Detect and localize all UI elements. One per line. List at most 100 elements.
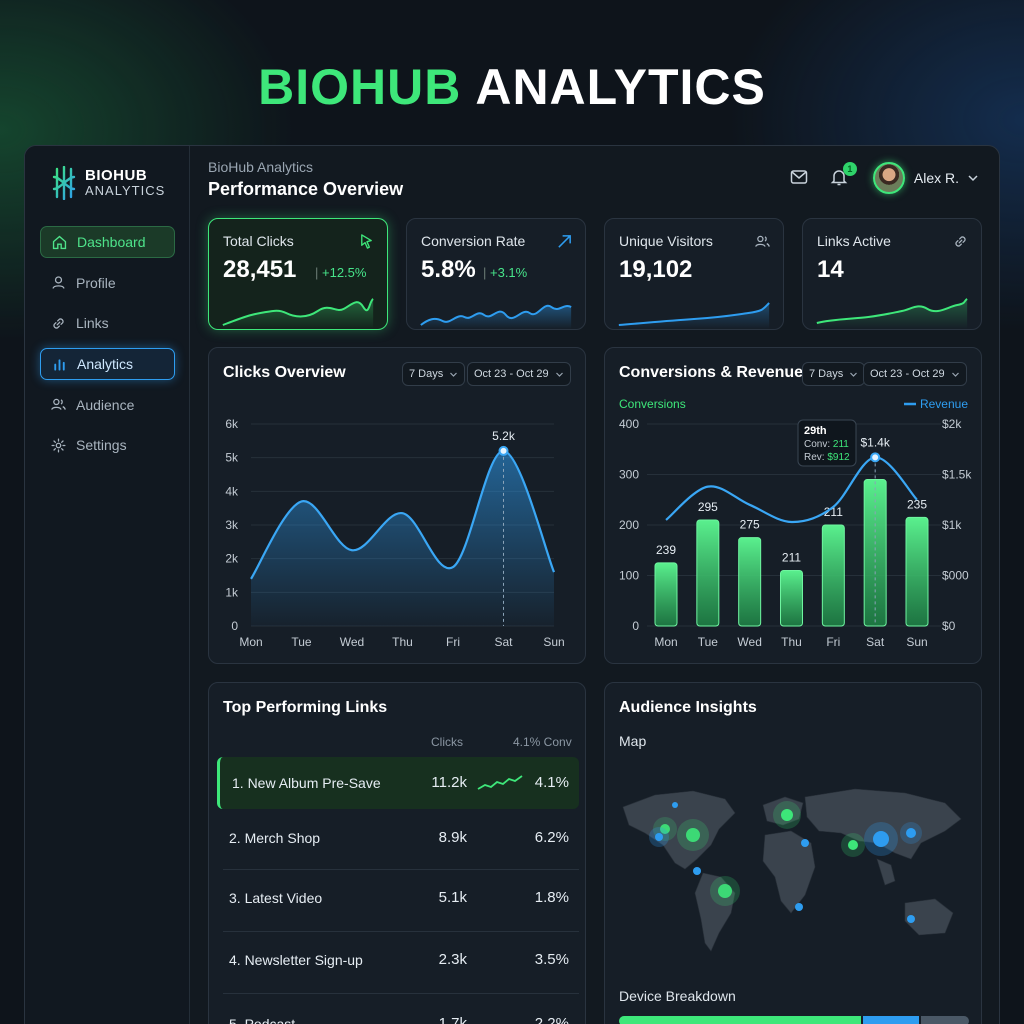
chevron-down-icon xyxy=(555,372,563,377)
table-row[interactable]: 4. Newsletter Sign-up 2.3k 3.5% xyxy=(217,934,579,986)
bar-label: 239 xyxy=(656,543,676,557)
sidebar-item-label: Dashboard xyxy=(77,234,146,250)
notifications-button[interactable]: 1 xyxy=(829,162,857,189)
audience-hotspots xyxy=(649,801,922,923)
link-conv: 4.1% xyxy=(534,774,569,791)
device-segment[interactable] xyxy=(920,1016,969,1024)
sidebar-nav: Dashboard Profile Links Analytics Audien… xyxy=(40,226,175,470)
world-map[interactable] xyxy=(615,773,973,973)
device-breakdown-bar[interactable] xyxy=(619,1016,969,1024)
x-tick-label: Fri xyxy=(826,635,840,649)
kpi-card-unique-visitors[interactable]: Unique Visitors 19,102 xyxy=(604,218,784,330)
sidebar-item-dashboard[interactable]: Dashboard xyxy=(40,226,175,258)
y-tick-label: 3k xyxy=(225,518,239,532)
map-label: Map xyxy=(619,733,647,749)
link-conv: 3.5% xyxy=(534,951,569,968)
legend-conversions: Conversions xyxy=(619,397,686,411)
table-row[interactable]: 2. Merch Shop 8.9k 6.2% xyxy=(217,812,579,864)
gear-icon xyxy=(51,438,66,453)
kpi-value: 19,102 xyxy=(619,256,693,283)
kpi-sparkline xyxy=(222,298,374,329)
kpi-delta: | +12.5% xyxy=(315,265,367,280)
bar-chart-icon xyxy=(54,358,65,371)
y-left-tick-label: 100 xyxy=(619,569,639,583)
device-segment[interactable] xyxy=(619,1016,862,1024)
conversions-revenue-panel: Conversions & Revenue 7 Days Oct 23 - Oc… xyxy=(604,347,982,664)
row-divider xyxy=(223,869,579,870)
link-name: 4. Newsletter Sign-up xyxy=(229,952,363,968)
clicks-area xyxy=(251,450,554,626)
y-tick-label: 6k xyxy=(225,417,239,431)
tooltip-box xyxy=(797,419,857,467)
kpi-delta: | +3.1% xyxy=(483,265,528,280)
chevron-down-icon xyxy=(850,372,858,377)
y-tick-label: 0 xyxy=(231,619,238,633)
bar xyxy=(738,537,762,627)
home-icon xyxy=(52,235,67,249)
avatar[interactable] xyxy=(872,162,905,194)
table-row[interactable]: 1. New Album Pre-Save 11.2k 4.1% xyxy=(217,757,579,809)
bar xyxy=(821,524,845,627)
messages-button[interactable] xyxy=(789,167,811,189)
link-clicks: 8.9k xyxy=(438,829,467,846)
link-name: 2. Merch Shop xyxy=(229,830,321,846)
kpi-card-links-active[interactable]: Links Active 14 xyxy=(802,218,982,330)
kpi-card-total-clicks[interactable]: Total Clicks 28,451 | +12.5% xyxy=(208,218,388,330)
link-clicks: 2.3k xyxy=(438,951,467,968)
device-segment[interactable] xyxy=(863,1016,919,1024)
logo-line1: BIOHUB xyxy=(85,167,148,184)
y-right-tick-label: $2k xyxy=(942,417,962,431)
link-name: 3. Latest Video xyxy=(229,890,323,906)
link-clicks: 11.2k xyxy=(431,774,467,791)
user-name[interactable]: Alex R. xyxy=(913,170,959,186)
panel-title: Audience Insights xyxy=(619,699,757,716)
date-range-select[interactable]: Oct 23 - Oct 29 xyxy=(863,362,967,386)
row-divider xyxy=(223,993,579,994)
logo[interactable]: BIOHUB ANALYTICS xyxy=(51,166,165,200)
logo-line2: ANALYTICS xyxy=(85,183,166,198)
bar-label: 295 xyxy=(698,500,718,514)
table-row[interactable]: 3. Latest Video 5.1k 1.8% xyxy=(217,872,579,924)
y-right-tick-label: $1.5k xyxy=(942,468,972,482)
bar-label: 235 xyxy=(907,497,927,511)
top-links-panel: Top Performing Links Clicks 4.1% Conv 1.… xyxy=(208,682,586,1024)
bar xyxy=(780,569,803,627)
link-conv: 2.2% xyxy=(534,1015,569,1024)
sidebar-item-profile[interactable]: Profile xyxy=(40,267,175,299)
legend-revenue: Revenue xyxy=(920,397,968,411)
brand-title: BIOHUB ANALYTICS xyxy=(258,59,766,115)
link-clicks: 5.1k xyxy=(438,889,467,906)
date-range-select[interactable]: Oct 23 - Oct 29 xyxy=(467,362,571,386)
sidebar-item-settings[interactable]: Settings xyxy=(40,429,175,461)
notification-badge: 1 xyxy=(842,162,857,176)
sidebar-item-links[interactable]: Links xyxy=(40,307,175,339)
panel-title: Conversions & Revenue xyxy=(619,364,804,381)
panel-title: Top Performing Links xyxy=(223,699,388,716)
range-select[interactable]: 7 Days xyxy=(402,362,466,386)
users-icon xyxy=(755,235,770,247)
x-tick-label: Wed xyxy=(737,635,761,649)
bell-icon xyxy=(830,170,848,186)
bar xyxy=(654,562,678,627)
sidebar-item-audience[interactable]: Audience xyxy=(40,389,175,421)
y-left-tick-label: 200 xyxy=(619,518,639,532)
link-name: 5. Podcast xyxy=(229,1016,296,1024)
link-name: 1. New Album Pre-Save xyxy=(232,775,381,791)
table-row[interactable]: 5. Podcast 1.7k 2.2% xyxy=(217,998,579,1024)
bar xyxy=(696,519,720,627)
x-tick-label: Sat xyxy=(866,635,885,649)
x-tick-label: Mon xyxy=(654,635,677,649)
tooltip-day: 29th xyxy=(804,425,827,437)
sidebar-item-analytics[interactable]: Analytics xyxy=(40,348,175,381)
panel-title: Clicks Overview xyxy=(223,364,346,381)
range-select[interactable]: 7 Days xyxy=(802,362,866,386)
y-tick-label: 1k xyxy=(225,585,239,599)
sidebar-item-label: Audience xyxy=(76,396,135,413)
kpi-sparkline xyxy=(618,302,770,329)
x-tick-label: Mon xyxy=(239,635,262,649)
page-title: Performance Overview xyxy=(208,179,404,199)
chevron-down-icon[interactable] xyxy=(967,172,979,184)
kpi-card-conversion-rate[interactable]: Conversion Rate 5.8% | +3.1% xyxy=(406,218,586,330)
audience-insights-panel: Audience Insights Map xyxy=(604,682,982,1024)
x-tick-label: Thu xyxy=(392,635,413,649)
